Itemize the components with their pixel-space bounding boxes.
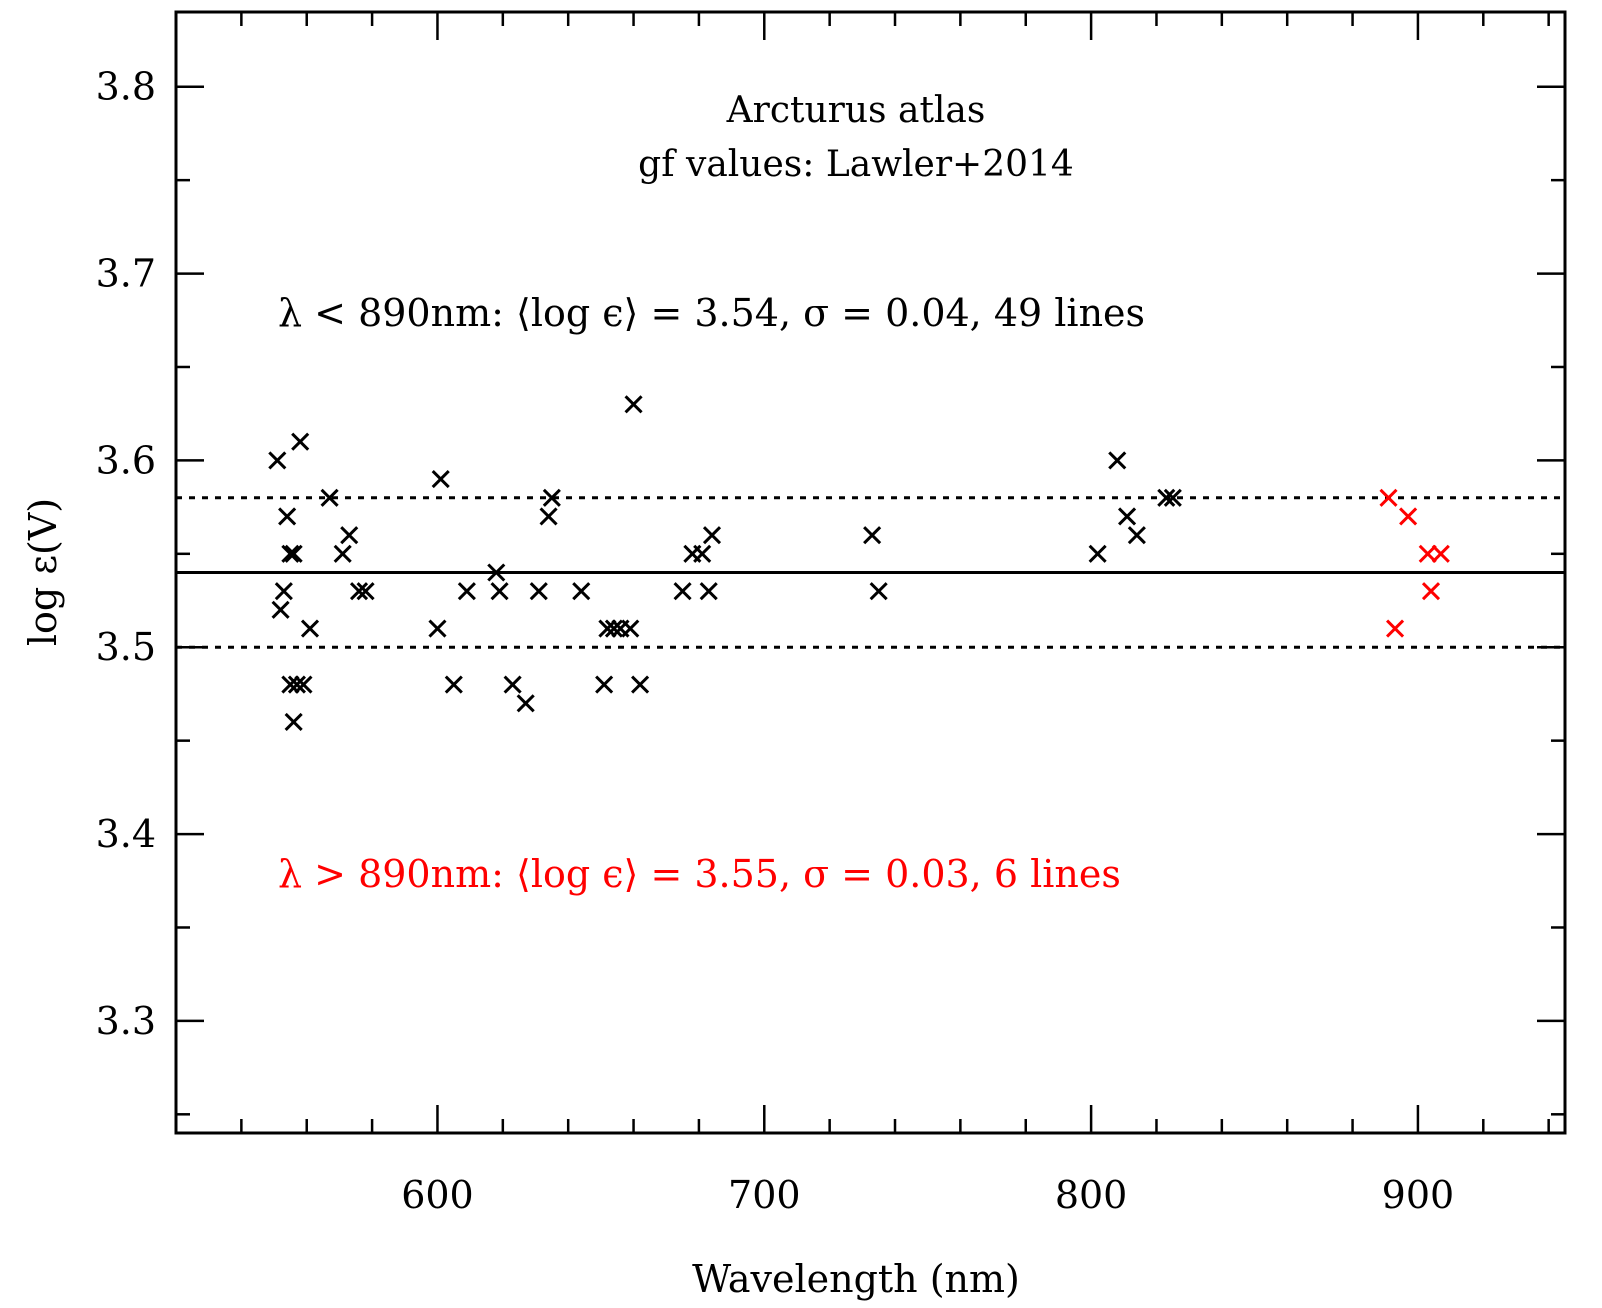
- data-point-short-wavelength: [1088, 544, 1107, 563]
- data-point-short-wavelength: [516, 694, 535, 713]
- data-point-long-wavelength: [1379, 488, 1398, 507]
- data-point-short-wavelength: [300, 619, 320, 638]
- chart-title-line-2: gf values: Lawler+2014: [638, 144, 1074, 185]
- data-points: [268, 395, 1450, 732]
- data-point-short-wavelength: [457, 582, 476, 601]
- axis-tick-labels: 600 700 800 900 3.3 3.4 3.5 3.6 3.7 3.8: [96, 65, 1455, 1217]
- data-point-short-wavelength: [863, 526, 882, 545]
- chart-title-line-1: Arcturus atlas: [726, 90, 986, 131]
- data-point-short-wavelength: [598, 619, 617, 638]
- data-point-short-wavelength: [284, 712, 303, 732]
- data-point-short-wavelength: [349, 582, 369, 601]
- plot-frame: [174, 10, 1567, 1135]
- data-point-short-wavelength: [284, 544, 303, 563]
- data-point-short-wavelength: [621, 619, 640, 638]
- data-point-short-wavelength: [274, 582, 293, 601]
- annotation-short-wavelength: λ < 890nm: ⟨log ϵ⟩ = 3.54, σ = 0.04, 49 …: [278, 291, 1145, 335]
- data-point-short-wavelength: [278, 507, 297, 526]
- data-point-short-wavelength: [268, 451, 287, 470]
- data-point-short-wavelength: [572, 582, 591, 601]
- data-point-short-wavelength: [333, 544, 352, 563]
- data-point-long-wavelength: [1385, 619, 1405, 638]
- x-tick-label: 600: [401, 1173, 474, 1217]
- data-point-short-wavelength: [294, 675, 313, 694]
- data-point-long-wavelength: [1421, 582, 1441, 601]
- data-point-short-wavelength: [529, 582, 548, 601]
- y-tick-label: 3.8: [96, 65, 156, 109]
- y-tick-label: 3.7: [96, 252, 156, 296]
- data-point-short-wavelength: [431, 470, 450, 489]
- data-point-short-wavelength: [291, 432, 310, 451]
- x-tick-label: 800: [1055, 1173, 1128, 1217]
- data-point-short-wavelength: [699, 582, 718, 601]
- data-point-short-wavelength: [1163, 488, 1182, 507]
- x-tick-label: 900: [1382, 1173, 1455, 1217]
- data-point-short-wavelength: [869, 582, 888, 601]
- data-point-short-wavelength: [631, 675, 650, 694]
- data-point-short-wavelength: [503, 675, 522, 694]
- data-point-short-wavelength: [539, 507, 558, 526]
- reference-lines: [176, 496, 1565, 649]
- data-point-short-wavelength: [320, 488, 339, 507]
- data-point-short-wavelength: [1127, 526, 1146, 545]
- data-point-long-wavelength: [1399, 507, 1418, 526]
- data-point-short-wavelength: [595, 675, 614, 694]
- data-point-short-wavelength: [1157, 488, 1176, 507]
- y-tick-label: 3.6: [96, 438, 156, 482]
- data-point-short-wavelength: [490, 582, 509, 601]
- data-point-long-wavelength: [1431, 544, 1450, 563]
- y-tick-label: 3.3: [96, 999, 156, 1043]
- y-tick-label: 3.4: [96, 812, 156, 856]
- data-point-short-wavelength: [356, 582, 375, 601]
- data-point-short-wavelength: [542, 488, 561, 507]
- data-point-short-wavelength: [1117, 507, 1137, 526]
- data-point-short-wavelength: [693, 544, 712, 563]
- data-point-short-wavelength: [340, 526, 359, 545]
- data-point-short-wavelength: [487, 563, 506, 582]
- y-axis-label: log ε(V): [21, 498, 65, 646]
- annotation-long-wavelength: λ > 890nm: ⟨log ϵ⟩ = 3.55, σ = 0.03, 6 l…: [278, 852, 1121, 896]
- data-point-short-wavelength: [287, 675, 306, 694]
- data-point-short-wavelength: [1108, 451, 1127, 470]
- y-tick-label: 3.5: [96, 625, 156, 669]
- data-point-short-wavelength: [604, 619, 624, 638]
- data-point-short-wavelength: [281, 544, 300, 563]
- data-point-short-wavelength: [702, 526, 722, 545]
- axis-ticks: [176, 12, 1565, 1133]
- data-point-short-wavelength: [444, 675, 463, 694]
- x-axis-label: Wavelength (nm): [692, 1257, 1020, 1301]
- data-point-short-wavelength: [673, 582, 692, 601]
- x-tick-label: 700: [728, 1173, 801, 1217]
- data-point-short-wavelength: [624, 395, 643, 414]
- data-point-short-wavelength: [271, 600, 290, 619]
- data-point-long-wavelength: [1418, 544, 1437, 563]
- data-point-short-wavelength: [281, 675, 300, 694]
- data-point-short-wavelength: [428, 619, 447, 638]
